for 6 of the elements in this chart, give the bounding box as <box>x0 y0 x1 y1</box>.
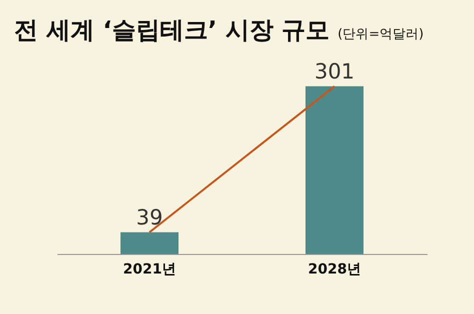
x-tick-label: 2021년 <box>123 262 176 278</box>
data-label: 301 <box>314 59 355 84</box>
data-label: 39 <box>136 205 163 230</box>
chart-title: 전 세계 ‘슬립테크’ 시장 규모 <box>14 15 330 46</box>
x-tick-label: 2028년 <box>308 262 361 278</box>
chart-subtitle: (단위=억달러) <box>338 26 424 43</box>
